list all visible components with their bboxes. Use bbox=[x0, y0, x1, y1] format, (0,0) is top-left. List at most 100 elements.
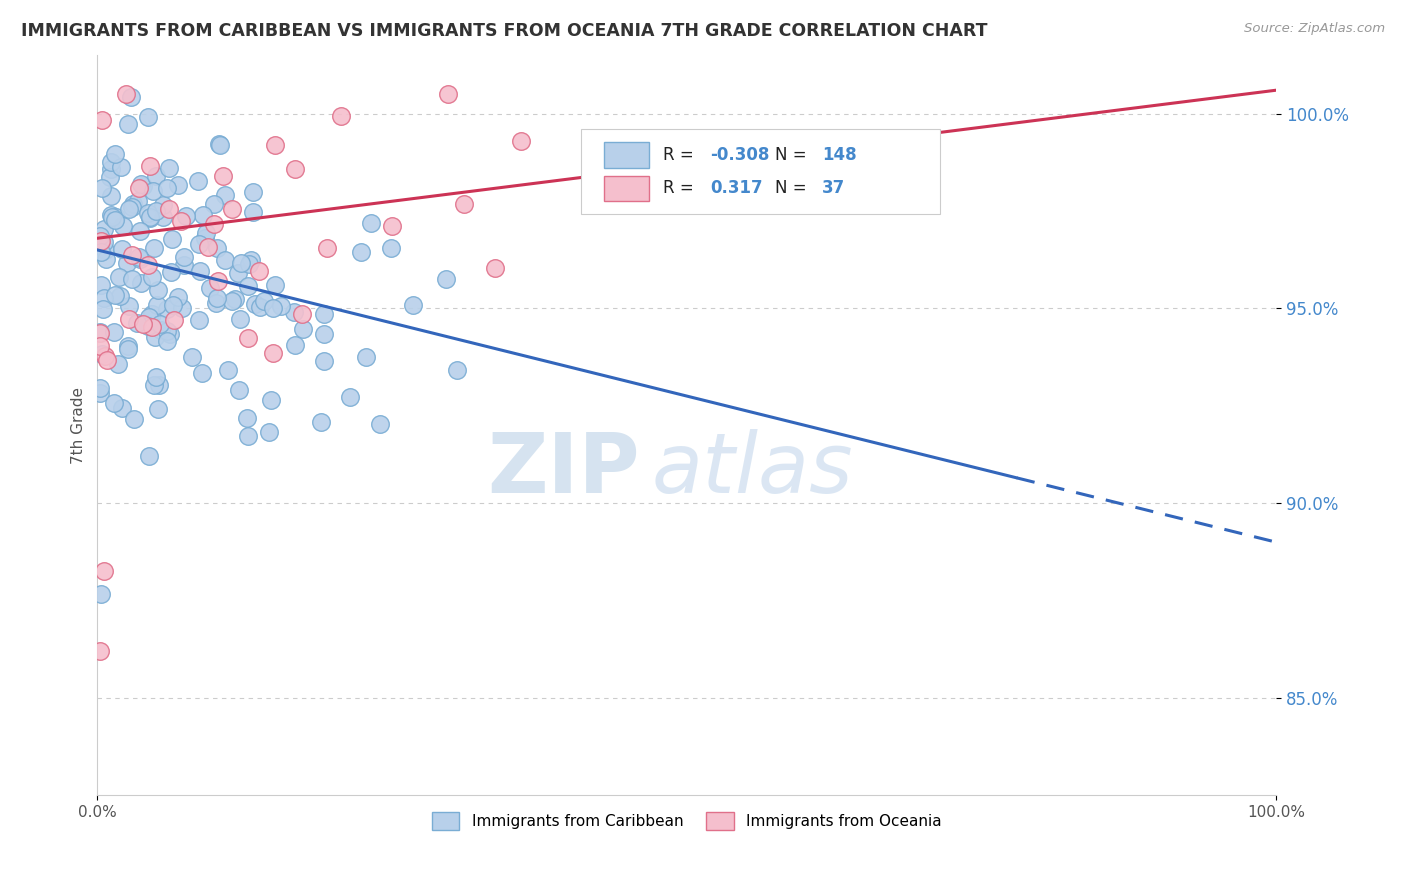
Point bbox=[339, 390, 361, 404]
Point bbox=[198, 281, 221, 295]
Point bbox=[157, 161, 180, 176]
Point bbox=[181, 350, 204, 364]
Point bbox=[136, 258, 159, 272]
Point bbox=[194, 226, 217, 240]
Point bbox=[360, 216, 382, 230]
Point bbox=[89, 386, 111, 401]
Point bbox=[217, 363, 239, 377]
Point bbox=[193, 231, 215, 245]
Point bbox=[214, 187, 236, 202]
Point bbox=[187, 237, 209, 252]
Point bbox=[117, 202, 139, 216]
Point bbox=[187, 312, 209, 326]
Point bbox=[91, 301, 114, 316]
Point bbox=[100, 189, 122, 203]
Point bbox=[350, 245, 373, 260]
Point bbox=[166, 178, 188, 192]
Point bbox=[89, 325, 111, 339]
Point bbox=[156, 324, 179, 338]
Point bbox=[129, 276, 152, 290]
Point bbox=[145, 204, 167, 219]
Point bbox=[93, 235, 115, 249]
Point bbox=[434, 272, 457, 286]
Point bbox=[94, 243, 117, 257]
Point bbox=[103, 325, 125, 339]
Point bbox=[131, 318, 153, 332]
Point bbox=[239, 252, 262, 267]
Point bbox=[110, 160, 132, 174]
Point bbox=[193, 208, 215, 222]
Point bbox=[330, 109, 353, 123]
Y-axis label: 7th Grade: 7th Grade bbox=[72, 387, 86, 464]
Point bbox=[190, 366, 212, 380]
Point bbox=[115, 87, 138, 101]
Point bbox=[221, 294, 243, 309]
Point bbox=[90, 278, 112, 293]
Point bbox=[100, 155, 122, 169]
Point bbox=[260, 392, 283, 407]
Point bbox=[117, 342, 139, 356]
Point bbox=[167, 290, 190, 304]
Point bbox=[204, 217, 226, 231]
Text: -0.308: -0.308 bbox=[710, 146, 769, 164]
Point bbox=[138, 160, 160, 174]
FancyBboxPatch shape bbox=[605, 176, 650, 201]
Point bbox=[157, 202, 180, 216]
Point bbox=[138, 310, 160, 324]
Point bbox=[283, 305, 305, 319]
Point bbox=[312, 354, 335, 368]
Point bbox=[187, 174, 209, 188]
Point bbox=[197, 240, 219, 254]
Text: R =: R = bbox=[664, 179, 704, 197]
Point bbox=[117, 339, 139, 353]
Point bbox=[156, 301, 179, 316]
Point bbox=[142, 184, 165, 198]
Point bbox=[148, 283, 170, 297]
Point bbox=[284, 162, 307, 177]
Point bbox=[312, 327, 335, 342]
Point bbox=[236, 278, 259, 293]
Point bbox=[150, 323, 173, 337]
Point bbox=[122, 197, 145, 211]
Point bbox=[162, 232, 184, 246]
Point bbox=[90, 245, 112, 260]
Point bbox=[312, 307, 335, 321]
Point bbox=[117, 117, 139, 131]
Point bbox=[104, 147, 127, 161]
Point bbox=[292, 322, 315, 336]
Point bbox=[236, 429, 259, 443]
Point bbox=[437, 87, 460, 101]
Point bbox=[170, 301, 193, 316]
Point bbox=[143, 241, 166, 255]
Point bbox=[89, 381, 111, 395]
Point bbox=[118, 299, 141, 313]
Legend: Immigrants from Caribbean, Immigrants from Oceania: Immigrants from Caribbean, Immigrants fr… bbox=[426, 806, 948, 836]
Point bbox=[89, 339, 111, 353]
Point bbox=[238, 331, 260, 345]
Point bbox=[262, 346, 284, 360]
Point bbox=[446, 362, 468, 376]
Point bbox=[368, 417, 391, 432]
Point bbox=[402, 298, 425, 312]
Point bbox=[148, 377, 170, 392]
Point bbox=[257, 425, 280, 440]
Point bbox=[309, 415, 332, 429]
Point bbox=[139, 210, 162, 224]
Point bbox=[162, 298, 184, 312]
Point bbox=[115, 256, 138, 270]
Point bbox=[90, 586, 112, 600]
Point bbox=[103, 396, 125, 410]
Point bbox=[146, 298, 169, 312]
Point bbox=[141, 269, 163, 284]
Text: Source: ZipAtlas.com: Source: ZipAtlas.com bbox=[1244, 22, 1385, 36]
Point bbox=[226, 266, 249, 280]
Point bbox=[249, 300, 271, 314]
Point bbox=[120, 90, 142, 104]
Point bbox=[145, 169, 167, 183]
Point bbox=[93, 222, 115, 236]
Point bbox=[141, 319, 163, 334]
Text: IMMIGRANTS FROM CARIBBEAN VS IMMIGRANTS FROM OCEANIA 7TH GRADE CORRELATION CHART: IMMIGRANTS FROM CARIBBEAN VS IMMIGRANTS … bbox=[21, 22, 987, 40]
Point bbox=[159, 326, 181, 341]
Point bbox=[136, 206, 159, 220]
Point bbox=[315, 241, 337, 255]
